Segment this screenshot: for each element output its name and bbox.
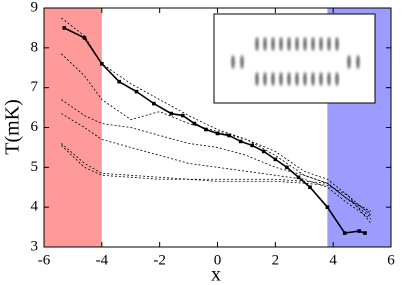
y-tick-label: 6 [31,119,39,135]
marker [363,231,367,235]
ion [279,37,283,51]
lines [61,17,372,235]
ion [303,37,307,51]
y-tick-label: 7 [31,79,39,95]
marker [82,36,87,40]
marker [204,127,208,132]
marker [342,231,347,235]
ion [319,37,323,51]
x-tick-label: -2 [153,252,166,268]
ticks: -6 -4 -2 0 2 4 6 3 4 5 6 7 8 9 [31,0,396,268]
dashed-line [61,53,372,224]
y-tick-label: 4 [31,199,39,215]
marker [100,61,104,66]
ion [335,72,339,86]
marker [152,101,156,106]
ion [263,72,267,86]
dashed-line [61,99,371,212]
y-tick-label: 8 [31,39,39,55]
marker [250,143,254,148]
marker [169,111,174,116]
marker [181,113,185,118]
ion [327,72,331,86]
ion [335,37,339,51]
ion [295,37,299,51]
ion [287,72,291,86]
marker [325,205,330,209]
x-tick-label: -4 [96,252,109,268]
ion [319,72,323,86]
dashed-line [61,143,372,218]
marker [357,229,361,233]
dashed-line [61,145,372,216]
marker [285,165,289,170]
ion [279,72,283,86]
x-tick-label: 2 [272,252,280,268]
marker [62,26,67,30]
marker [215,131,220,136]
ion [327,37,331,51]
x-tick-label: -6 [38,252,51,268]
ion [240,55,244,69]
ion [311,37,315,51]
marker [238,139,243,144]
ion [311,72,315,86]
y-tick-label: 3 [31,238,39,254]
ion [255,37,259,51]
marker [296,175,301,180]
shaded-region [44,8,102,247]
dashed-line [61,113,371,220]
ion [347,55,351,69]
marker [192,121,197,126]
x-axis-label: x [211,264,221,285]
inset [213,13,376,104]
ion [271,37,275,51]
y-axis-label: T(mK) [2,99,24,155]
marker [117,79,121,84]
ion [271,72,275,86]
ion [303,72,307,86]
ion [295,72,299,86]
ion [356,55,360,69]
ion [255,72,259,86]
ion [287,37,291,51]
x-tick-label: 0 [214,252,222,268]
y-tick-label: 9 [31,0,39,15]
marker [227,133,231,138]
marker [308,185,312,190]
marker [134,89,139,94]
marker [273,157,278,162]
ion [231,55,235,69]
inset-frame [213,13,376,104]
x-tick-label: 6 [387,252,395,268]
y-tick-label: 5 [31,159,39,175]
ion [263,37,267,51]
marker [261,149,266,154]
x-tick-label: 4 [329,252,337,268]
